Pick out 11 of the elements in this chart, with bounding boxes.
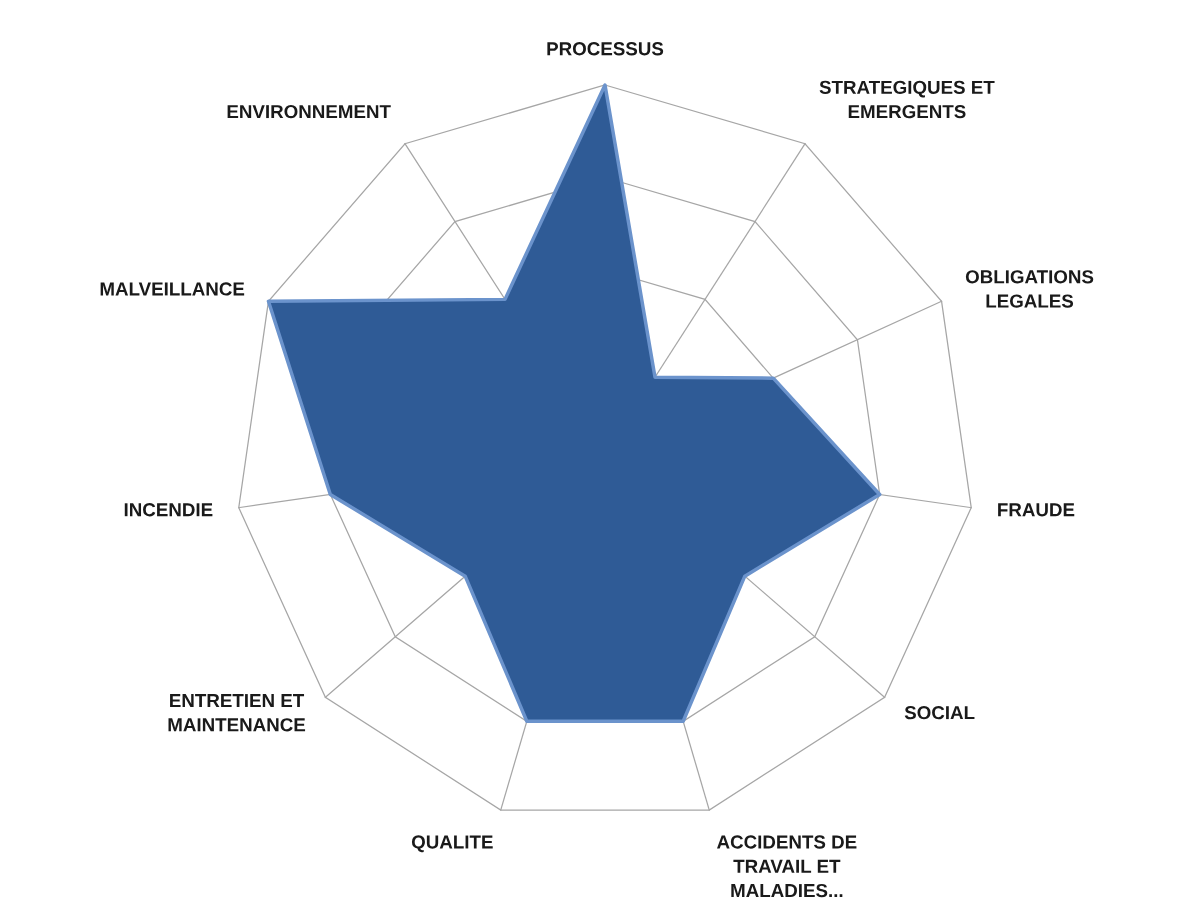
spoke-label: ACCIDENTS DE TRAVAIL ET MALADIES...: [717, 835, 857, 898]
spoke-label: INCENDIE: [124, 503, 213, 517]
spoke-label: MALVEILLANCE: [100, 282, 245, 296]
spoke-label: ENTRETIEN ET MAINTENANCE: [168, 694, 306, 732]
spoke-label: QUALITE: [411, 835, 493, 853]
spoke-label: FRAUDE: [998, 503, 1075, 517]
spoke-label: SOCIAL: [904, 706, 975, 720]
spoke-label: ENVIRONNEMENT: [227, 104, 391, 119]
spoke-label: OBLIGATIONS LEGALES: [965, 270, 1094, 308]
spoke-label: STRATEGIQUES ET EMERGENTS: [819, 80, 995, 119]
spoke-label: PROCESSUS: [547, 42, 664, 56]
